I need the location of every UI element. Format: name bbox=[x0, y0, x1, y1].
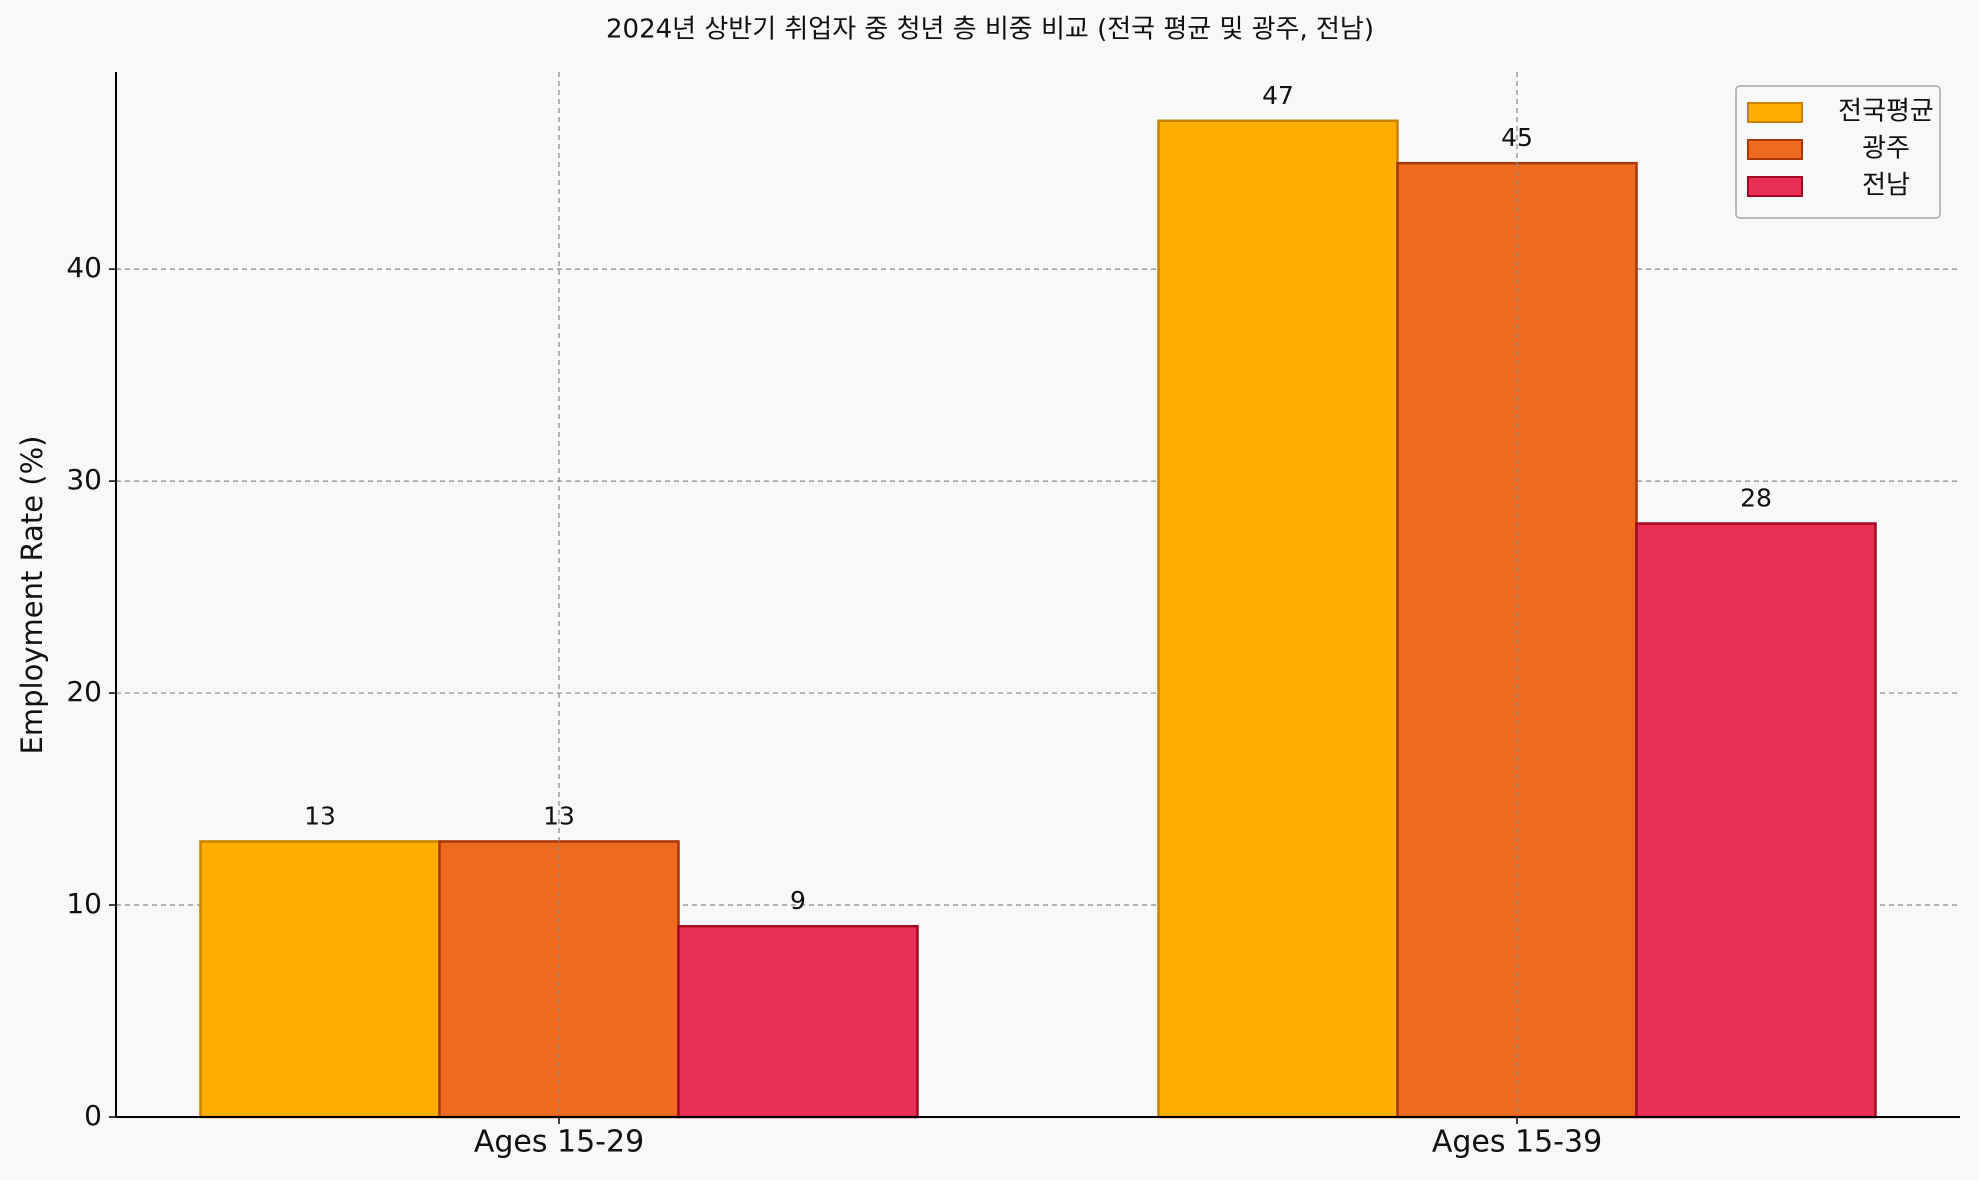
x-tick-label: Ages 15-29 bbox=[474, 1125, 644, 1160]
bar bbox=[1157, 119, 1399, 1119]
value-label: 13 bbox=[304, 801, 336, 830]
y-tick-label: 10 bbox=[66, 887, 102, 920]
x-tick-label: Ages 15-39 bbox=[1432, 1125, 1602, 1160]
y-tick-label: 40 bbox=[66, 251, 102, 284]
y-tick-label: 30 bbox=[66, 463, 102, 496]
value-label: 9 bbox=[790, 886, 806, 915]
y-tick-label: 20 bbox=[66, 675, 102, 708]
bar bbox=[677, 924, 919, 1119]
legend-label: 전남 bbox=[1862, 171, 1910, 201]
legend-swatch bbox=[1747, 176, 1803, 197]
bar bbox=[199, 840, 441, 1119]
bar bbox=[1635, 522, 1877, 1119]
legend-label: 전국평균 bbox=[1838, 97, 1934, 127]
legend-label: 광주 bbox=[1862, 134, 1910, 164]
value-label: 28 bbox=[1740, 483, 1772, 512]
y-tick-label: 0 bbox=[84, 1099, 102, 1132]
value-label: 13 bbox=[543, 801, 575, 830]
legend-swatch bbox=[1747, 102, 1803, 123]
legend-swatch bbox=[1747, 139, 1803, 160]
y-axis-label: Employment Rate (%) bbox=[15, 436, 49, 755]
value-label: 47 bbox=[1262, 81, 1294, 110]
chart-title: 2024년 상반기 취업자 중 청년 층 비중 비교 (전국 평균 및 광주, … bbox=[606, 15, 1374, 45]
